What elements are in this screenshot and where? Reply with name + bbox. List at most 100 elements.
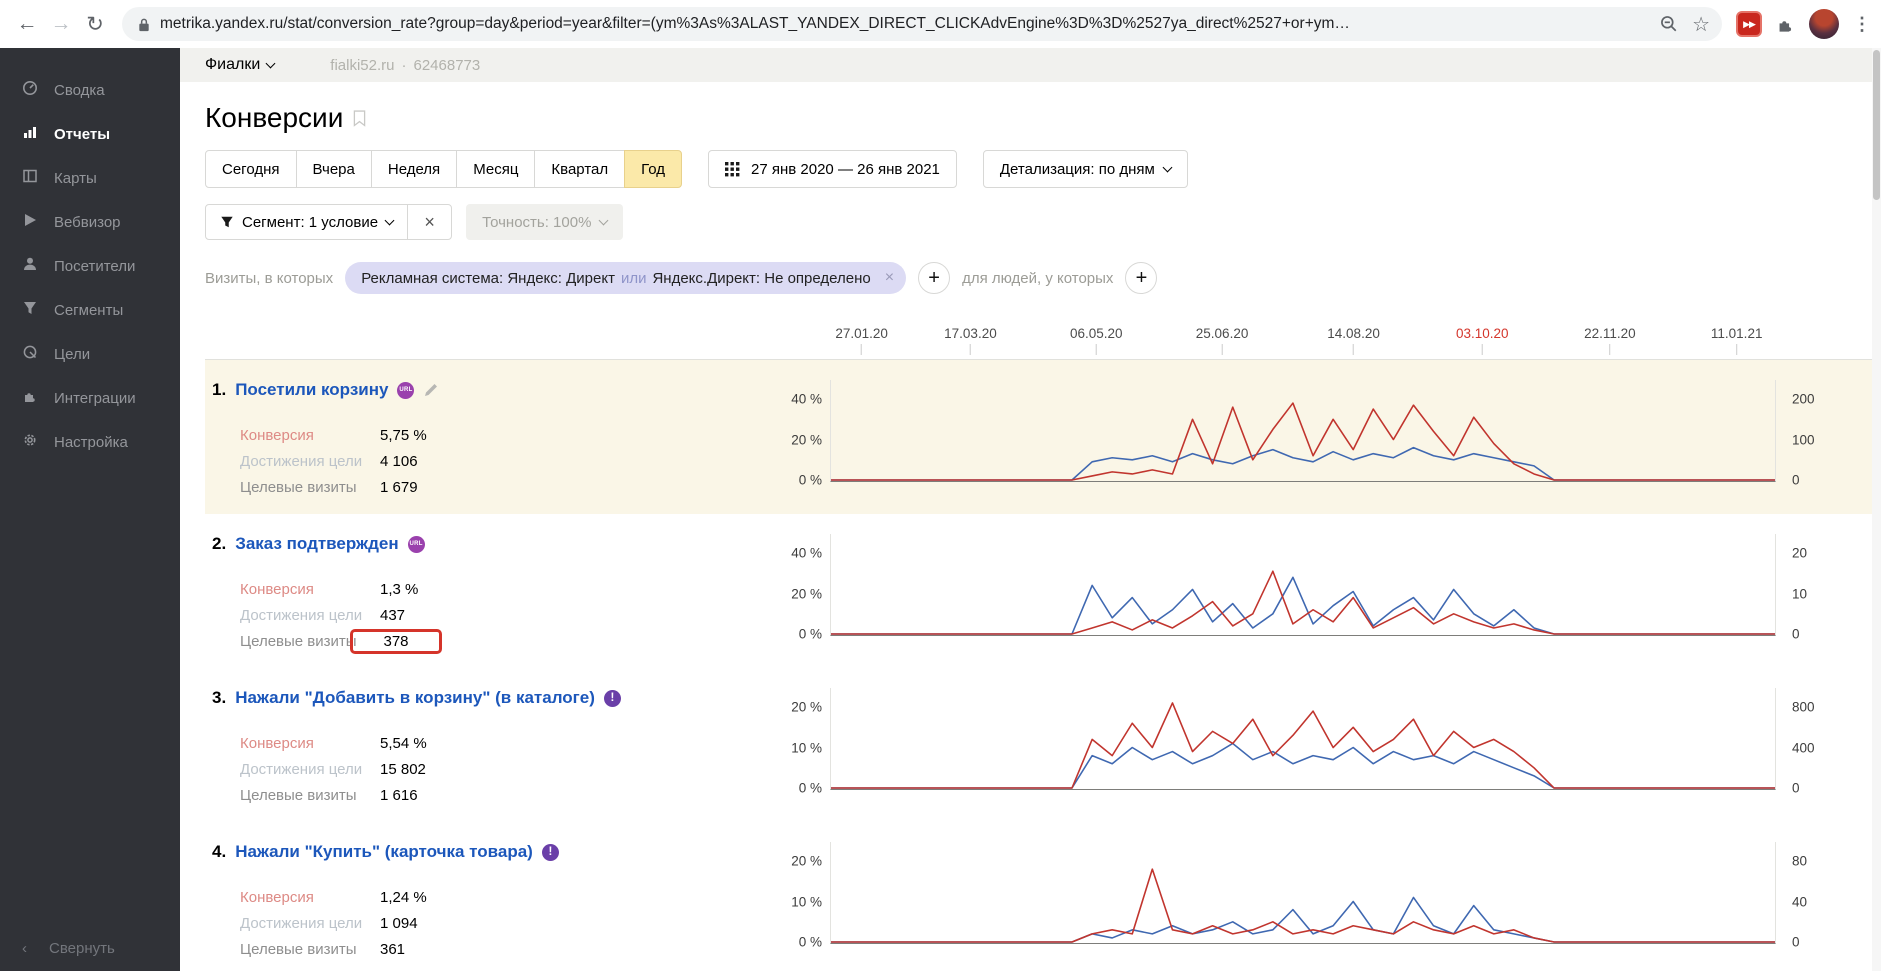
- collapse-sidebar-button[interactable]: ‹ Свернуть: [0, 926, 180, 971]
- tick-mark: [861, 344, 862, 355]
- date-range-button[interactable]: 27 янв 2020 — 26 янв 2021: [708, 150, 957, 188]
- goal-number: 4.: [212, 842, 226, 862]
- visits-condition-label: Визиты, в которых: [205, 270, 333, 287]
- sidebar-item-svodka[interactable]: Сводка: [0, 68, 180, 112]
- segment-control: Сегмент: 1 условие ×: [205, 204, 452, 240]
- goal-title-link[interactable]: Заказ подтвержден: [235, 534, 398, 554]
- stat-value: 1,24 %: [380, 889, 427, 906]
- stat-value: 361: [380, 941, 405, 958]
- extension-red-icon[interactable]: ▶▶: [1736, 11, 1762, 37]
- sidebar-item-label: Карты: [54, 170, 97, 187]
- date-tick: 22.11.20: [1584, 326, 1636, 355]
- add-people-condition-button[interactable]: +: [1125, 262, 1157, 294]
- segment-chip[interactable]: Рекламная система: Яндекс: Директ или Ян…: [345, 262, 906, 294]
- goal-title-link[interactable]: Нажали "Купить" (карточка товара): [235, 842, 533, 862]
- sidebar-item-integracii[interactable]: Интеграции: [0, 376, 180, 420]
- chevron-left-icon: ‹: [22, 940, 27, 957]
- calendar-grid-icon: [725, 162, 740, 177]
- goal-chart: 20 %10 %0 % 80400: [780, 842, 1826, 962]
- funnel-icon: [220, 215, 234, 229]
- sidebar-item-label: Настройка: [54, 434, 128, 451]
- segment-dropdown[interactable]: Сегмент: 1 условие: [206, 205, 407, 239]
- sidebar-item-segmenty[interactable]: Сегменты: [0, 288, 180, 332]
- forward-icon[interactable]: →: [44, 7, 78, 41]
- profile-avatar[interactable]: [1809, 9, 1839, 39]
- stat-value: 437: [380, 607, 405, 624]
- reload-icon[interactable]: ↻: [78, 7, 112, 41]
- gauge-icon: [22, 80, 38, 100]
- segment-clear-button[interactable]: ×: [407, 205, 451, 239]
- tick-mark: [1482, 344, 1483, 355]
- stat-value: 5,54 %: [380, 735, 427, 752]
- tick-mark: [970, 344, 971, 355]
- stat-label: Достижения цели: [240, 915, 380, 932]
- edit-pencil-icon[interactable]: [423, 382, 439, 398]
- stat-value: 1 616: [380, 787, 418, 804]
- url-bar[interactable]: metrika.yandex.ru/stat/conversion_rate?g…: [122, 7, 1722, 41]
- sidebar-item-karty[interactable]: Карты: [0, 156, 180, 200]
- counter-switcher[interactable]: Фиалки: [205, 56, 274, 74]
- zoom-out-icon[interactable]: [1660, 15, 1678, 33]
- back-icon[interactable]: ←: [10, 7, 44, 41]
- stat-label: Достижения цели: [240, 453, 380, 470]
- maps-icon: [22, 168, 38, 188]
- sidebar-item-label: Интеграции: [54, 390, 136, 407]
- accuracy-label: Точность: 100%: [482, 214, 591, 231]
- people-condition-label: для людей, у которых: [962, 270, 1113, 287]
- date-range-label: 27 янв 2020 — 26 янв 2021: [751, 161, 940, 178]
- tick-mark: [1736, 344, 1737, 355]
- goal-chart: 40 %20 %0 % 2001000: [780, 380, 1826, 500]
- goal-chart: 40 %20 %0 % 20100: [780, 534, 1826, 654]
- tick-mark: [1096, 344, 1097, 355]
- goal-number: 1.: [212, 380, 226, 400]
- chip-text: Рекламная система: Яндекс: Директ: [361, 270, 615, 287]
- stat-label: Целевые визиты: [240, 479, 380, 496]
- sidebar-item-label: Сводка: [54, 82, 105, 99]
- goal-title-link[interactable]: Посетили корзину: [235, 380, 388, 400]
- browser-toolbar: ← → ↻ metrika.yandex.ru/stat/conversion_…: [0, 0, 1881, 48]
- sidebar-item-webvisor[interactable]: Вебвизор: [0, 200, 180, 244]
- scrollbar[interactable]: [1872, 48, 1881, 971]
- stat-value: 1 679: [380, 479, 418, 496]
- url-goal-badge: url: [408, 536, 425, 553]
- sidebar-item-posetiteli[interactable]: Посетители: [0, 244, 180, 288]
- sidebar-item-label: Посетители: [54, 258, 135, 275]
- bookmark-flag-icon[interactable]: [353, 110, 366, 127]
- extensions-puzzle-icon[interactable]: [1776, 15, 1795, 34]
- period-yesterday-button[interactable]: Вчера: [296, 150, 372, 188]
- site-domain: fialki52.ru: [330, 57, 394, 74]
- browser-actions: ▶▶ ⋮: [1736, 9, 1871, 39]
- chart-date-axis: 27.01.20 17.03.20 06.05.20 25.06.20 14.0…: [205, 324, 1881, 360]
- browser-menu-icon[interactable]: ⋮: [1853, 14, 1871, 35]
- chip-remove-icon[interactable]: ×: [885, 269, 894, 287]
- accuracy-dropdown[interactable]: Точность: 100%: [466, 204, 623, 240]
- stat-label: Конверсия: [240, 735, 380, 752]
- scrollbar-thumb[interactable]: [1873, 50, 1880, 200]
- stat-label: Достижения цели: [240, 761, 380, 778]
- counter-id: 62468773: [413, 57, 480, 74]
- period-today-button[interactable]: Сегодня: [205, 150, 297, 188]
- url-text[interactable]: metrika.yandex.ru/stat/conversion_rate?g…: [160, 15, 1646, 33]
- sidebar-item-label: Цели: [54, 346, 90, 363]
- stat-label: Целевые визиты: [240, 787, 380, 804]
- collapse-label: Свернуть: [49, 940, 115, 957]
- goal-row: 4. Нажали "Купить" (карточка товара) ! К…: [205, 822, 1881, 971]
- bookmark-star-icon[interactable]: ☆: [1692, 12, 1710, 37]
- add-visit-condition-button[interactable]: +: [918, 262, 950, 294]
- sidebar-item-otchety[interactable]: Отчеты: [0, 112, 180, 156]
- period-quarter-button[interactable]: Квартал: [534, 150, 625, 188]
- stat-value: 5,75 %: [380, 427, 427, 444]
- period-year-button[interactable]: Год: [624, 150, 682, 188]
- detail-dropdown[interactable]: Детализация: по дням: [983, 150, 1188, 188]
- date-tick: 14.08.20: [1327, 326, 1380, 355]
- chevron-down-icon: [1162, 162, 1172, 172]
- period-week-button[interactable]: Неделя: [371, 150, 457, 188]
- sidebar-item-celi[interactable]: Цели: [0, 332, 180, 376]
- period-month-button[interactable]: Месяц: [456, 150, 535, 188]
- page-title: Конверсии: [205, 102, 343, 134]
- sidebar-item-nastroika[interactable]: Настройка: [0, 420, 180, 464]
- date-tick-highlighted: 03.10.20: [1456, 326, 1509, 355]
- lock-icon: [138, 17, 150, 32]
- date-tick: 27.01.20: [835, 326, 888, 355]
- goal-title-link[interactable]: Нажали "Добавить в корзину" (в каталоге): [235, 688, 595, 708]
